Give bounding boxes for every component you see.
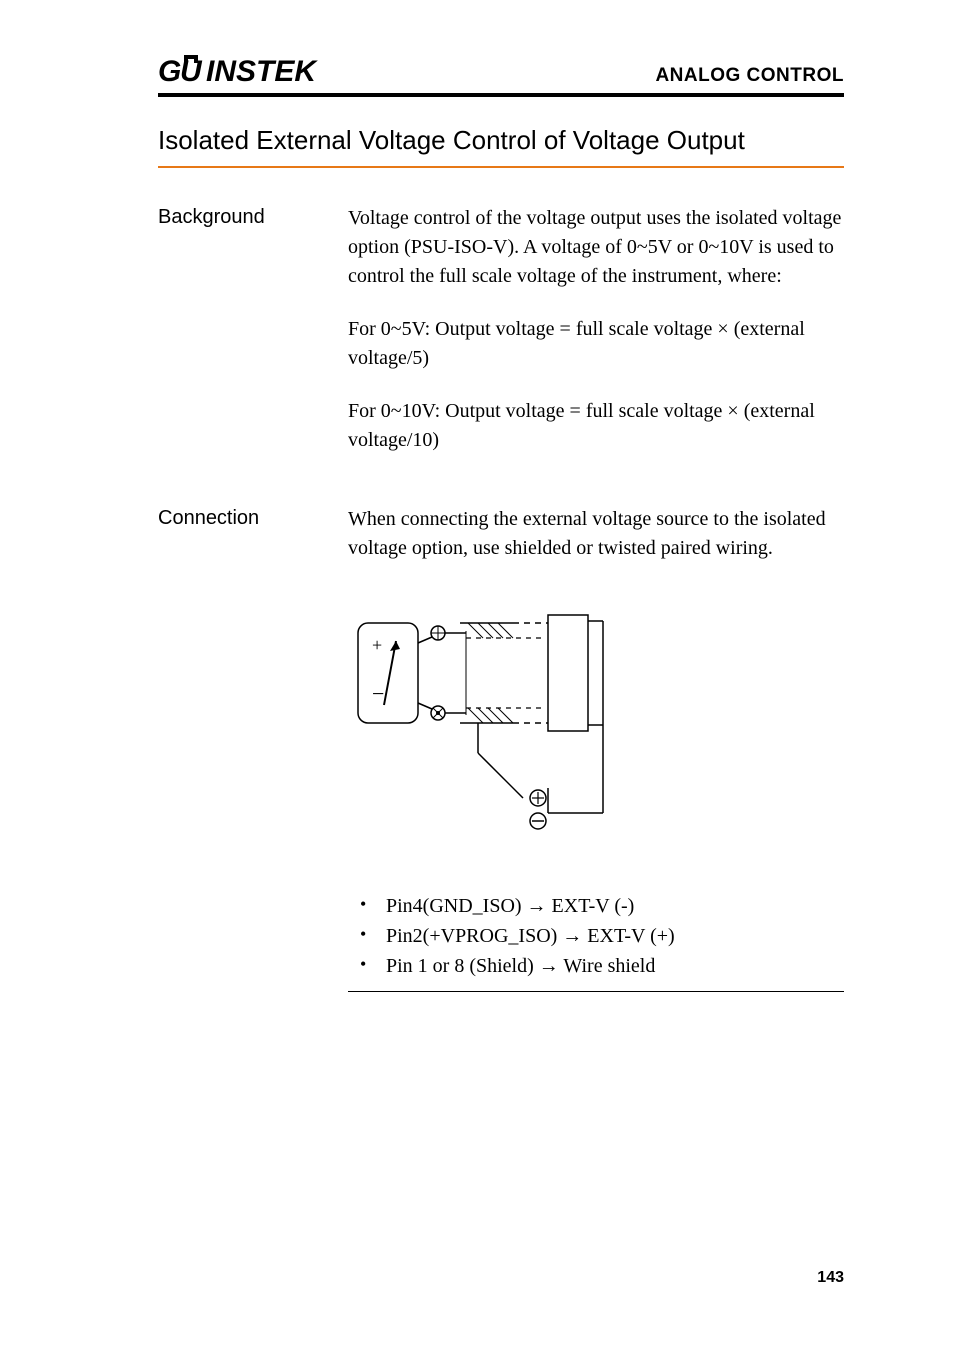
connection-p1: When connecting the external voltage sou… <box>348 505 844 563</box>
background-label: Background <box>158 204 348 479</box>
connection-label: Connection <box>158 505 348 587</box>
connection-text: When connecting the external voltage sou… <box>348 505 844 587</box>
pin-item-1: Pin4(GND_ISO) → EXT-V (-) <box>348 891 844 921</box>
brand-logo: G U INSTEK <box>158 55 338 87</box>
svg-text:INSTEK: INSTEK <box>206 55 318 87</box>
background-p1: Voltage control of the voltage output us… <box>348 204 844 291</box>
pin-item-3: Pin 1 or 8 (Shield) → Wire shield <box>348 951 844 981</box>
svg-text:G: G <box>158 55 181 87</box>
page-number: 143 <box>817 1269 844 1287</box>
background-p3: For 0~10V: Output voltage = full scale v… <box>348 397 844 455</box>
header-section-label: ANALOG CONTROL <box>655 65 844 87</box>
background-text: Voltage control of the voltage output us… <box>348 204 844 479</box>
pin-list: Pin4(GND_ISO) → EXT-V (-) Pin2(+VPROG_IS… <box>348 891 844 992</box>
background-p2: For 0~5V: Output voltage = full scale vo… <box>348 315 844 373</box>
wiring-diagram: + − <box>348 613 844 873</box>
section-title: Isolated External Voltage Control of Vol… <box>158 125 844 168</box>
svg-text:U: U <box>180 55 203 87</box>
page-header: G U INSTEK ANALOG CONTROL <box>158 55 844 97</box>
svg-text:−: − <box>372 681 384 706</box>
svg-text:+: + <box>372 635 382 655</box>
pin-item-2: Pin2(+VPROG_ISO) → EXT-V (+) <box>348 921 844 951</box>
